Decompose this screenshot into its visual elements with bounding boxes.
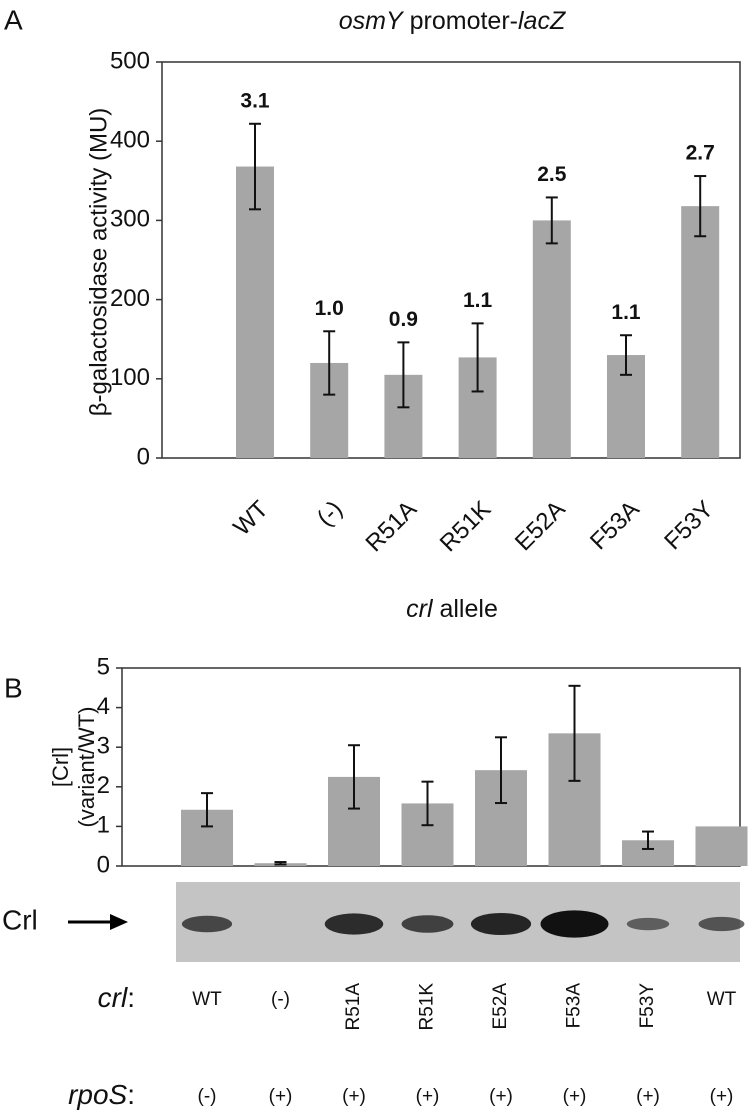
bar [695,826,748,866]
error-bar [323,330,336,396]
blot-band [470,912,532,936]
bar [532,220,571,458]
plot-frame [161,61,741,459]
chart-title: osmY promoter-lacZ [339,7,566,35]
y-tick-label: 300 [110,206,150,233]
x-tick-label: R51A [343,983,364,1031]
y-tick-label: 4 [97,693,110,720]
error-bar [348,744,360,810]
blot-band [626,917,670,931]
y-tick-label: 5 [97,653,110,680]
row-label-name: rpoS [68,1079,127,1110]
error-bar [620,334,632,376]
y-tick-label: 100 [110,364,150,391]
y-tick-label: 200 [110,285,150,312]
x-tick-label: F53Y [659,496,719,556]
data-annotation: 2.5 [537,163,567,186]
error-bar [694,175,707,238]
y-tick-label: 2 [97,772,110,799]
x-tick-label: E52A [510,496,571,557]
row-label: rpoS: [68,1079,135,1110]
row-label-sep: : [127,1079,135,1110]
y-tick-label: 1 [97,812,110,839]
data-annotation: 0.9 [389,308,418,331]
error-bar [471,322,484,393]
error-bar [249,122,261,211]
x-tick-label: R51K [417,983,438,1031]
x-tick-label: WT [192,989,222,1010]
x-tick-label: WT [707,989,737,1010]
error-bar [397,341,410,409]
row-label-sep: : [127,982,135,1013]
error-bar [642,830,654,850]
x-tick-label: F53Y [637,983,658,1029]
error-bar [495,736,507,805]
blot-band [698,916,745,932]
error-bar [274,861,287,866]
title-part: promoter- [403,7,518,35]
rpos-label: (-) [198,1086,217,1107]
rpos-label: (+) [563,1086,587,1107]
data-annotation: 2.7 [686,142,715,165]
data-annotation: 3.1 [240,89,270,112]
x-tick-label: F53A [564,983,585,1029]
error-bar [421,780,434,827]
y-tick-label: 400 [110,127,150,154]
x-tick-label: F53A [585,496,645,556]
rpos-label: (+) [269,1086,293,1107]
x-label-part: allele [433,595,498,623]
arrow-head [110,914,128,930]
error-bar [568,684,581,782]
bar [236,166,274,458]
x-axis-label: crl allele [406,595,498,623]
error-bar [201,792,213,828]
panel-label: A [4,4,23,35]
rpos-label: (+) [636,1086,660,1107]
blot-label: Crl [2,904,38,935]
data-annotation: 1.0 [315,297,344,320]
x-tick-label: R51K [435,496,497,558]
panel-label: B [4,672,23,703]
blot-band [181,915,233,933]
y-axis-label: (variant/WT) [74,707,99,828]
y-tick-label: 3 [97,733,110,760]
bar [681,206,720,458]
rpos-label: (+) [489,1086,513,1107]
row-label: crl: [98,982,135,1013]
data-annotation: 1.1 [463,289,493,312]
row-label-name: crl [98,982,128,1013]
blot-band [324,913,384,935]
y-axis-label: β-galactosidase activity (MU) [85,108,112,417]
x-tick-label: (-) [271,989,290,1010]
rpos-label: (+) [416,1086,440,1107]
y-axis-label: [Crl] [48,747,73,787]
x-tick-label: R51A [361,496,423,558]
x-label-part: crl [406,595,434,623]
rpos-label: (+) [342,1086,366,1107]
title-part: osmY [339,7,405,35]
x-tick-label: E52A [490,983,511,1030]
blot-band [540,910,609,938]
error-bar [545,196,558,245]
y-tick-label: 0 [97,851,110,878]
y-tick-label: 0 [137,443,150,470]
y-tick-label: 500 [110,47,150,74]
blot-band [401,915,454,933]
x-tick-label: WT [228,495,274,541]
rpos-label: (+) [710,1086,734,1107]
data-annotation: 1.1 [611,301,641,324]
x-tick-label: (-) [312,496,348,532]
title-part: lacZ [518,7,566,35]
